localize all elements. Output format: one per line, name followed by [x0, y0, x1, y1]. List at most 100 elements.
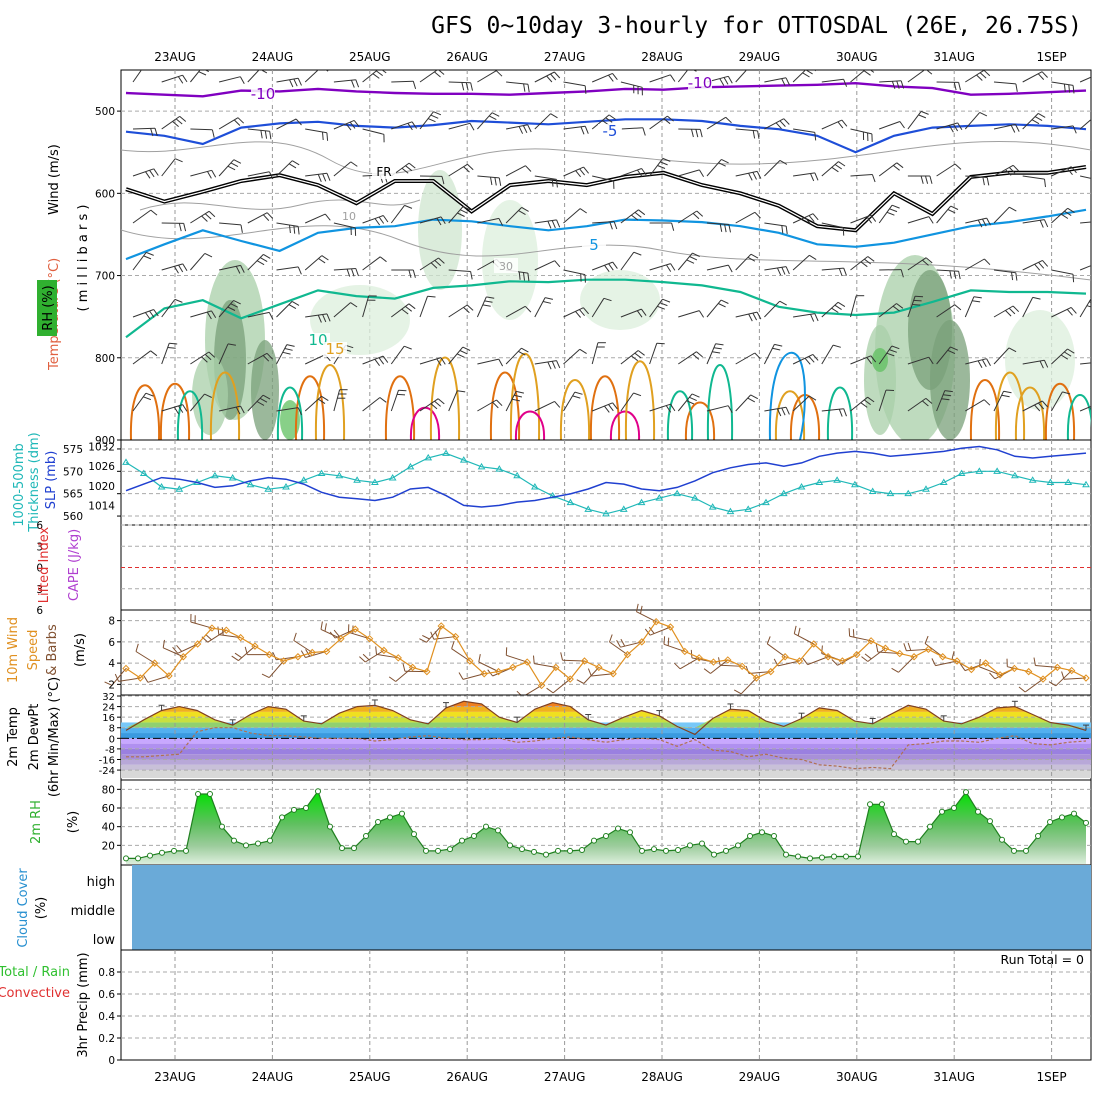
wind-barb-feather — [665, 405, 672, 413]
wind-barb — [534, 260, 555, 271]
wind-barb-feather — [269, 131, 272, 140]
wind-barb-feather — [488, 115, 497, 121]
wind-barb-feather — [297, 226, 300, 235]
wind-barb — [534, 663, 556, 668]
wind-barb — [1051, 306, 1072, 318]
wind-barb-feather — [584, 85, 587, 94]
wind-barb-feather — [434, 71, 441, 78]
wind-barb — [764, 222, 787, 227]
wind-barb-feather — [781, 78, 786, 87]
wind-barb — [563, 269, 586, 276]
upper-air-axis-title: Wind (m/s) Temperature (°C) — [47, 144, 62, 371]
y-tick-label: 6 — [108, 637, 115, 649]
wind-barb-feather — [1062, 391, 1071, 395]
wind-barb-feather — [719, 78, 725, 86]
wind-barb — [419, 216, 442, 224]
wind-barb-feather — [616, 639, 621, 648]
wind-barb — [678, 351, 697, 365]
wind-barb-feather — [547, 221, 552, 229]
wind-barb-feather — [636, 603, 639, 612]
wind-barb — [390, 390, 399, 412]
wind-barb-feather — [804, 217, 811, 224]
thickness-marker — [122, 458, 130, 465]
wind-barb — [276, 266, 299, 271]
wind-barb — [190, 70, 201, 83]
wind-barb-feather — [867, 256, 875, 262]
wind-barb — [563, 166, 584, 177]
precip-panel: 0 0.2 0.4 0.6 0.8 Run Total = 0 3hr Precip (… — [0, 949, 1092, 1067]
wind-barb — [477, 358, 499, 365]
wind-speed-marker — [308, 648, 316, 657]
wind-barb — [706, 116, 726, 130]
wind-barb-feather — [527, 273, 530, 282]
rh-marker — [435, 847, 441, 854]
wind-barb — [563, 125, 586, 130]
wind-barb-feather — [221, 627, 224, 636]
wind-barb — [850, 128, 873, 135]
wind-barb — [1079, 118, 1091, 130]
thickness-marker — [442, 449, 450, 456]
wind-barb-feather — [1009, 167, 1016, 174]
wind-barb-feather — [143, 396, 151, 401]
wind-speed-marker — [752, 674, 761, 682]
wind-barb — [276, 118, 297, 130]
wind-barb-feather — [864, 258, 872, 265]
wind-barb-feather — [322, 314, 327, 323]
wind-barb — [132, 392, 147, 412]
wind-barb-feather — [262, 214, 270, 221]
wind-speed-marker — [193, 640, 202, 648]
wind-barb-feather — [560, 652, 563, 661]
rh-marker — [219, 823, 225, 830]
contour-label: 5 — [589, 236, 599, 254]
thickness-label-2: Thickness (dm) — [27, 432, 42, 532]
rh-marker — [963, 789, 969, 796]
warm-contour — [609, 410, 641, 440]
wind-barb — [190, 351, 210, 365]
rh-marker — [915, 838, 921, 845]
wind-barb-feather — [174, 298, 183, 303]
wind-barb-feather — [692, 65, 699, 68]
wind-barb — [190, 210, 210, 224]
wind-barb-feather — [498, 218, 504, 226]
wind-barb — [552, 678, 571, 694]
wind-barb-feather — [457, 390, 466, 393]
wind-barb-feather — [430, 114, 439, 119]
rh-marker — [579, 847, 585, 853]
wind-barb — [850, 70, 866, 83]
slp-tick-label: 1032 — [88, 442, 115, 454]
wind-barb — [1022, 400, 1043, 412]
wind-barb — [1079, 76, 1091, 83]
wind-barb-feather — [490, 177, 493, 186]
wind-barb-feather — [398, 389, 407, 392]
wind-barb — [247, 212, 268, 224]
wind-barb — [390, 345, 405, 365]
wind-barb-feather — [981, 359, 987, 367]
wind-speed-marker — [666, 623, 675, 631]
wind-barb — [907, 356, 929, 365]
wind-barb-feather — [262, 355, 270, 362]
wind-barb-feather — [1070, 166, 1077, 174]
wind-barb-feather — [346, 268, 351, 277]
wind-barb — [620, 392, 634, 412]
run-total-label: Run Total = 0 — [1000, 952, 1084, 967]
wind-speed-marker — [408, 663, 417, 672]
wind-speed-marker — [795, 657, 804, 665]
wind-barb-feather — [925, 175, 929, 184]
wind-barb-feather — [663, 118, 671, 125]
rh2m-panel: 20 40 60 80 2m RH (%) — [29, 779, 1092, 866]
wind-barb-feather — [162, 639, 165, 648]
wind-barb-feather — [204, 393, 213, 398]
wind-speed-marker — [136, 674, 145, 682]
wind-speed-marker — [208, 624, 216, 632]
thickness-marker — [993, 467, 1001, 474]
wind-barb — [877, 651, 900, 655]
wind-barb-feather — [459, 209, 468, 214]
wind-barb-feather — [889, 208, 898, 213]
wind-barb-feather — [576, 679, 585, 684]
wind-barb — [1080, 362, 1091, 365]
wind-barb-feather — [671, 222, 675, 231]
wind-barb — [735, 253, 752, 271]
wind-barb — [807, 656, 829, 666]
wind-barb-feather — [848, 628, 851, 637]
wind-barb — [333, 119, 355, 130]
